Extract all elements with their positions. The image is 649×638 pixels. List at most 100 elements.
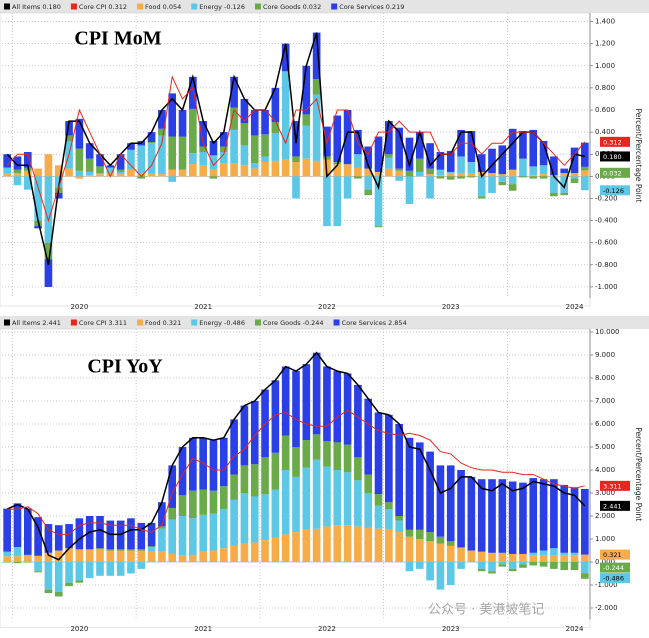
y-tick-label: 10.000: [595, 328, 620, 336]
x-tick-label: 2024: [566, 625, 584, 633]
bar-segment: [498, 145, 507, 175]
bar-segment: [292, 532, 300, 562]
legend-name: Core CPI: [79, 3, 107, 11]
bar-segment: [581, 554, 589, 562]
bar-segment: [116, 171, 125, 175]
bar-segment: [13, 173, 22, 177]
bar-segment: [426, 532, 434, 542]
bar-segment: [23, 554, 32, 557]
bar-segment: [488, 479, 496, 553]
bar-segment: [189, 437, 197, 491]
value-tag: [600, 549, 630, 560]
bar-segment: [405, 176, 414, 204]
bar-segment: [158, 551, 166, 562]
bar-segment: [415, 171, 424, 177]
bar-segment: [467, 176, 476, 178]
bar-segment: [508, 481, 517, 554]
bar-segment: [127, 550, 135, 562]
bar-segment: [395, 532, 403, 562]
legend-value: 0.180: [42, 3, 61, 11]
bar-segment: [127, 149, 135, 170]
bar-segment: [65, 121, 73, 136]
bar-segment: [65, 168, 73, 177]
bar-segment: [96, 173, 104, 175]
bar-segment: [395, 127, 403, 169]
bar-segment: [147, 551, 156, 562]
bar-segment: [250, 496, 259, 543]
bar-segment: [127, 562, 135, 574]
bar-segment: [426, 562, 434, 581]
bar-segment: [560, 173, 569, 177]
bar-segment: [250, 163, 259, 169]
bar-segment: [333, 176, 342, 227]
bar-segment: [219, 548, 228, 562]
y-tick-label: 3.000: [595, 489, 615, 497]
legend-name: Core Services: [339, 3, 384, 11]
bar-segment: [147, 142, 156, 144]
bar-segment: [199, 165, 207, 177]
y-tick-label: 1.000: [595, 62, 615, 70]
bar-segment: [209, 169, 218, 177]
legend-value: 0.032: [303, 3, 322, 11]
bar-segment: [13, 556, 22, 562]
bar-segment: [550, 192, 558, 197]
bar-segment: [116, 549, 125, 551]
bar-segment: [539, 165, 548, 175]
legend-value: 0.321: [163, 319, 182, 327]
value-tag-label: 0.321: [603, 551, 622, 559]
y-tick-label: 4.000: [595, 466, 615, 474]
bar-segment: [333, 115, 342, 162]
bar-segment: [54, 176, 63, 188]
bar-segment: [302, 125, 311, 159]
bar-segment: [127, 549, 135, 551]
bar-segment: [230, 129, 238, 164]
value-tag-label: 2.441: [603, 502, 622, 510]
bar-segment: [385, 157, 393, 169]
bar-segment: [374, 136, 383, 172]
bar-segment: [539, 174, 548, 177]
value-tag-label: 0.180: [603, 153, 622, 161]
line-series: [6, 75, 586, 223]
bar-segment: [189, 76, 197, 109]
bar-segment: [323, 176, 331, 227]
bar-segment: [385, 529, 393, 562]
bar-segment: [519, 158, 527, 177]
bar-segment: [199, 152, 207, 166]
bar-segment: [189, 518, 197, 556]
bar-segment: [250, 542, 259, 562]
bar-segment: [508, 562, 517, 569]
bar-segment: [271, 133, 280, 161]
bar-segment: [426, 174, 434, 177]
bar-segment: [519, 562, 527, 565]
bar-segment: [96, 562, 104, 576]
bar-segment: [343, 472, 352, 526]
bar-segment: [65, 524, 73, 549]
bar-segment: [158, 528, 166, 552]
bar-segment: [240, 465, 249, 493]
bar-segment: [168, 507, 177, 520]
x-tick-label: 2022: [318, 625, 336, 633]
bar-segment: [323, 526, 331, 562]
value-tag: [600, 573, 630, 584]
legend-swatch: [333, 319, 340, 326]
bar-segment: [550, 555, 558, 562]
bar-segment: [230, 163, 238, 177]
bar-segment: [106, 173, 115, 177]
bar-segment: [560, 562, 569, 571]
bar-segment: [230, 76, 238, 108]
bar-segment: [13, 176, 22, 186]
bar-segment: [343, 176, 352, 199]
bar-segment: [405, 562, 414, 572]
value-tag: [600, 167, 630, 178]
bar-segment: [560, 552, 569, 556]
legend-swatch: [70, 3, 77, 10]
bar-segment: [488, 562, 496, 572]
bar-segment: [529, 176, 538, 179]
bar-segment: [189, 555, 197, 562]
chart-title: CPI MoM: [74, 28, 161, 50]
bar-segment: [106, 562, 115, 576]
bar-segment: [75, 148, 84, 171]
legend-value: 0.312: [108, 3, 127, 11]
line-series: [7, 409, 585, 535]
bar-segment: [230, 474, 238, 500]
